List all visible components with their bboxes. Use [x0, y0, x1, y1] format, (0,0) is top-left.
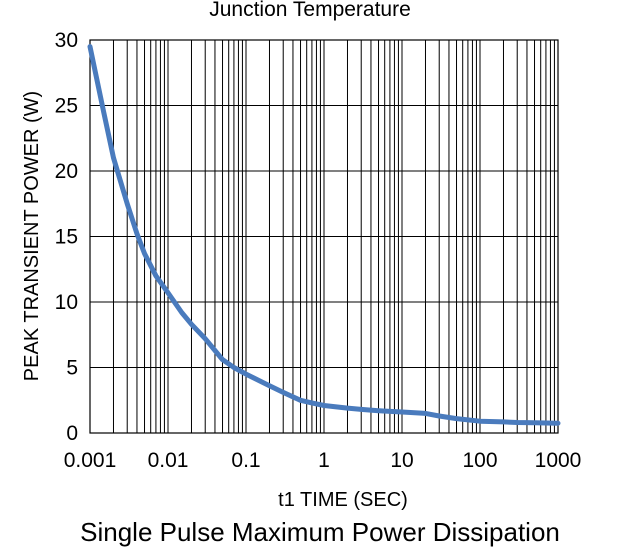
- y-tick-label: 30: [55, 29, 78, 52]
- y-tick-labels: 0 5 10 15 20 25 30: [55, 29, 78, 445]
- x-axis-title: t1 TIME (SEC): [278, 489, 408, 511]
- chart-caption: Single Pulse Maximum Power Dissipation: [80, 517, 560, 547]
- y-tick-label: 15: [55, 226, 78, 249]
- x-tick-labels: 0.001 0.01 0.1 1 10 100 1000: [64, 449, 582, 472]
- x-tick-label: 10: [390, 449, 413, 472]
- y-tick-label: 5: [66, 357, 78, 380]
- chart-title: Junction Temperature: [209, 0, 411, 21]
- x-tick-label: 0.01: [148, 449, 189, 472]
- y-tick-label: 20: [55, 160, 78, 183]
- series-line: [87, 44, 561, 426]
- series-layer: [87, 44, 561, 426]
- plot-frame: [89, 39, 559, 434]
- y-axis-title: PEAK TRANSIENT POWER (W): [21, 91, 43, 381]
- y-tick-label: 0: [66, 422, 78, 445]
- y-tick-label: 10: [55, 291, 78, 314]
- x-tick-label: 1: [318, 449, 330, 472]
- y-tick-label: 25: [55, 95, 78, 118]
- x-tick-label: 1000: [535, 449, 582, 472]
- x-tick-label: 0.001: [64, 449, 117, 472]
- x-tick-label: 0.1: [231, 449, 260, 472]
- grid: [89, 39, 558, 434]
- x-tick-label: 100: [462, 449, 497, 472]
